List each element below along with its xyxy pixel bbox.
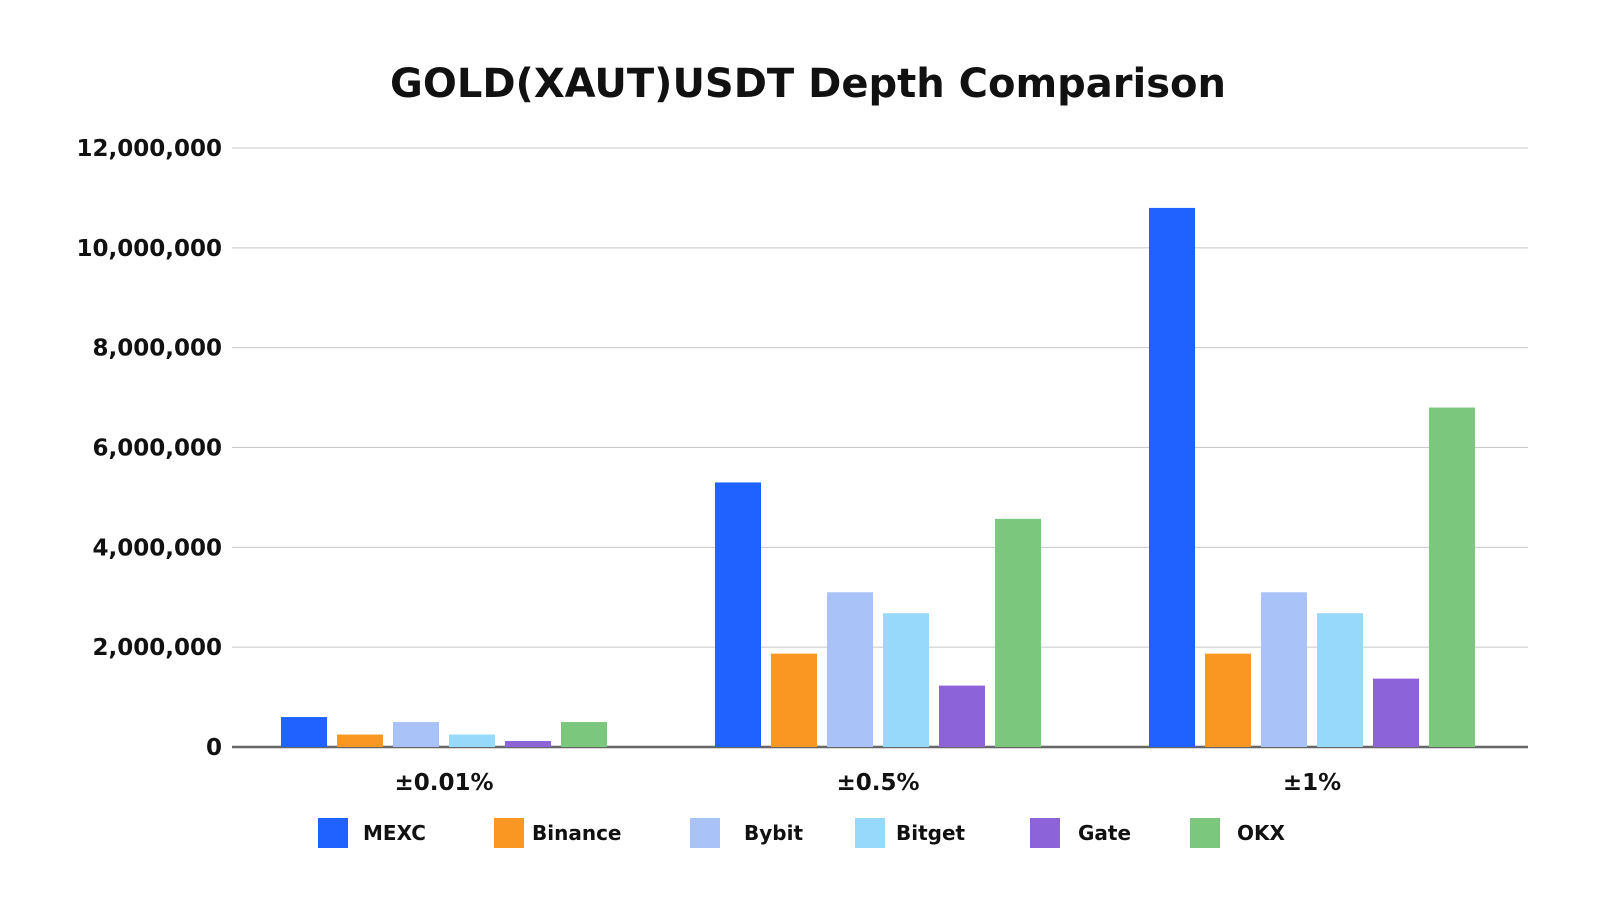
bar-mexc-0 [281, 717, 327, 747]
chart-title: GOLD(XAUT)USDT Depth Comparison [390, 61, 1226, 107]
y-tick-label: 10,000,000 [76, 236, 222, 262]
y-tick-label: 12,000,000 [76, 136, 222, 162]
bar-gate-2 [1373, 678, 1419, 747]
legend-swatch-bitget [855, 818, 885, 848]
bar-mexc-2 [1149, 207, 1195, 747]
grid-layer [232, 147, 1528, 749]
bars [281, 207, 1475, 747]
y-tick-label: 8,000,000 [93, 336, 223, 362]
bar-okx-2 [1429, 407, 1475, 747]
bar-mexc-1 [715, 482, 761, 747]
x-axis-ticks: ±0.01% ±0.5% ±1% [394, 770, 1341, 796]
bar-binance-0 [337, 734, 383, 747]
bar-bitget-2 [1317, 613, 1363, 747]
legend-swatch-okx [1190, 818, 1220, 848]
legend-label-gate: Gate [1078, 821, 1131, 845]
legend-label-bitget: Bitget [896, 821, 966, 845]
legend-swatch-mexc [318, 818, 348, 848]
bar-bybit-0 [393, 722, 439, 747]
bar-bybit-2 [1261, 592, 1307, 747]
legend-swatch-bybit [690, 818, 720, 848]
bar-bitget-1 [883, 613, 929, 747]
bar-binance-2 [1205, 653, 1251, 747]
bar-gate-0 [505, 741, 551, 747]
y-tick-label: 2,000,000 [93, 635, 223, 661]
x-tick-label: ±0.01% [394, 770, 493, 796]
y-tick-label: 0 [206, 735, 222, 761]
y-tick-label: 4,000,000 [93, 535, 223, 561]
legend-label-okx: OKX [1237, 821, 1286, 845]
legend-label-bybit: Bybit [744, 821, 803, 845]
legend-swatch-gate [1030, 818, 1060, 848]
x-tick-label: ±0.5% [836, 770, 919, 796]
bar-bybit-1 [827, 592, 873, 747]
legend: MEXC Binance Bybit Bitget Gate OKX [318, 818, 1286, 848]
bar-binance-1 [771, 653, 817, 747]
bar-gate-1 [939, 685, 985, 747]
y-axis-ticks: 0 2,000,000 4,000,000 6,000,000 8,000,000 10,… [76, 136, 222, 761]
x-tick-label: ±1% [1283, 770, 1341, 796]
legend-label-mexc: MEXC [363, 821, 426, 845]
y-tick-label: 6,000,000 [93, 436, 223, 462]
bar-okx-0 [561, 722, 607, 747]
bar-bitget-0 [449, 734, 495, 747]
legend-swatch-binance [494, 818, 524, 848]
bar-okx-1 [995, 518, 1041, 747]
legend-label-binance: Binance [532, 821, 622, 845]
